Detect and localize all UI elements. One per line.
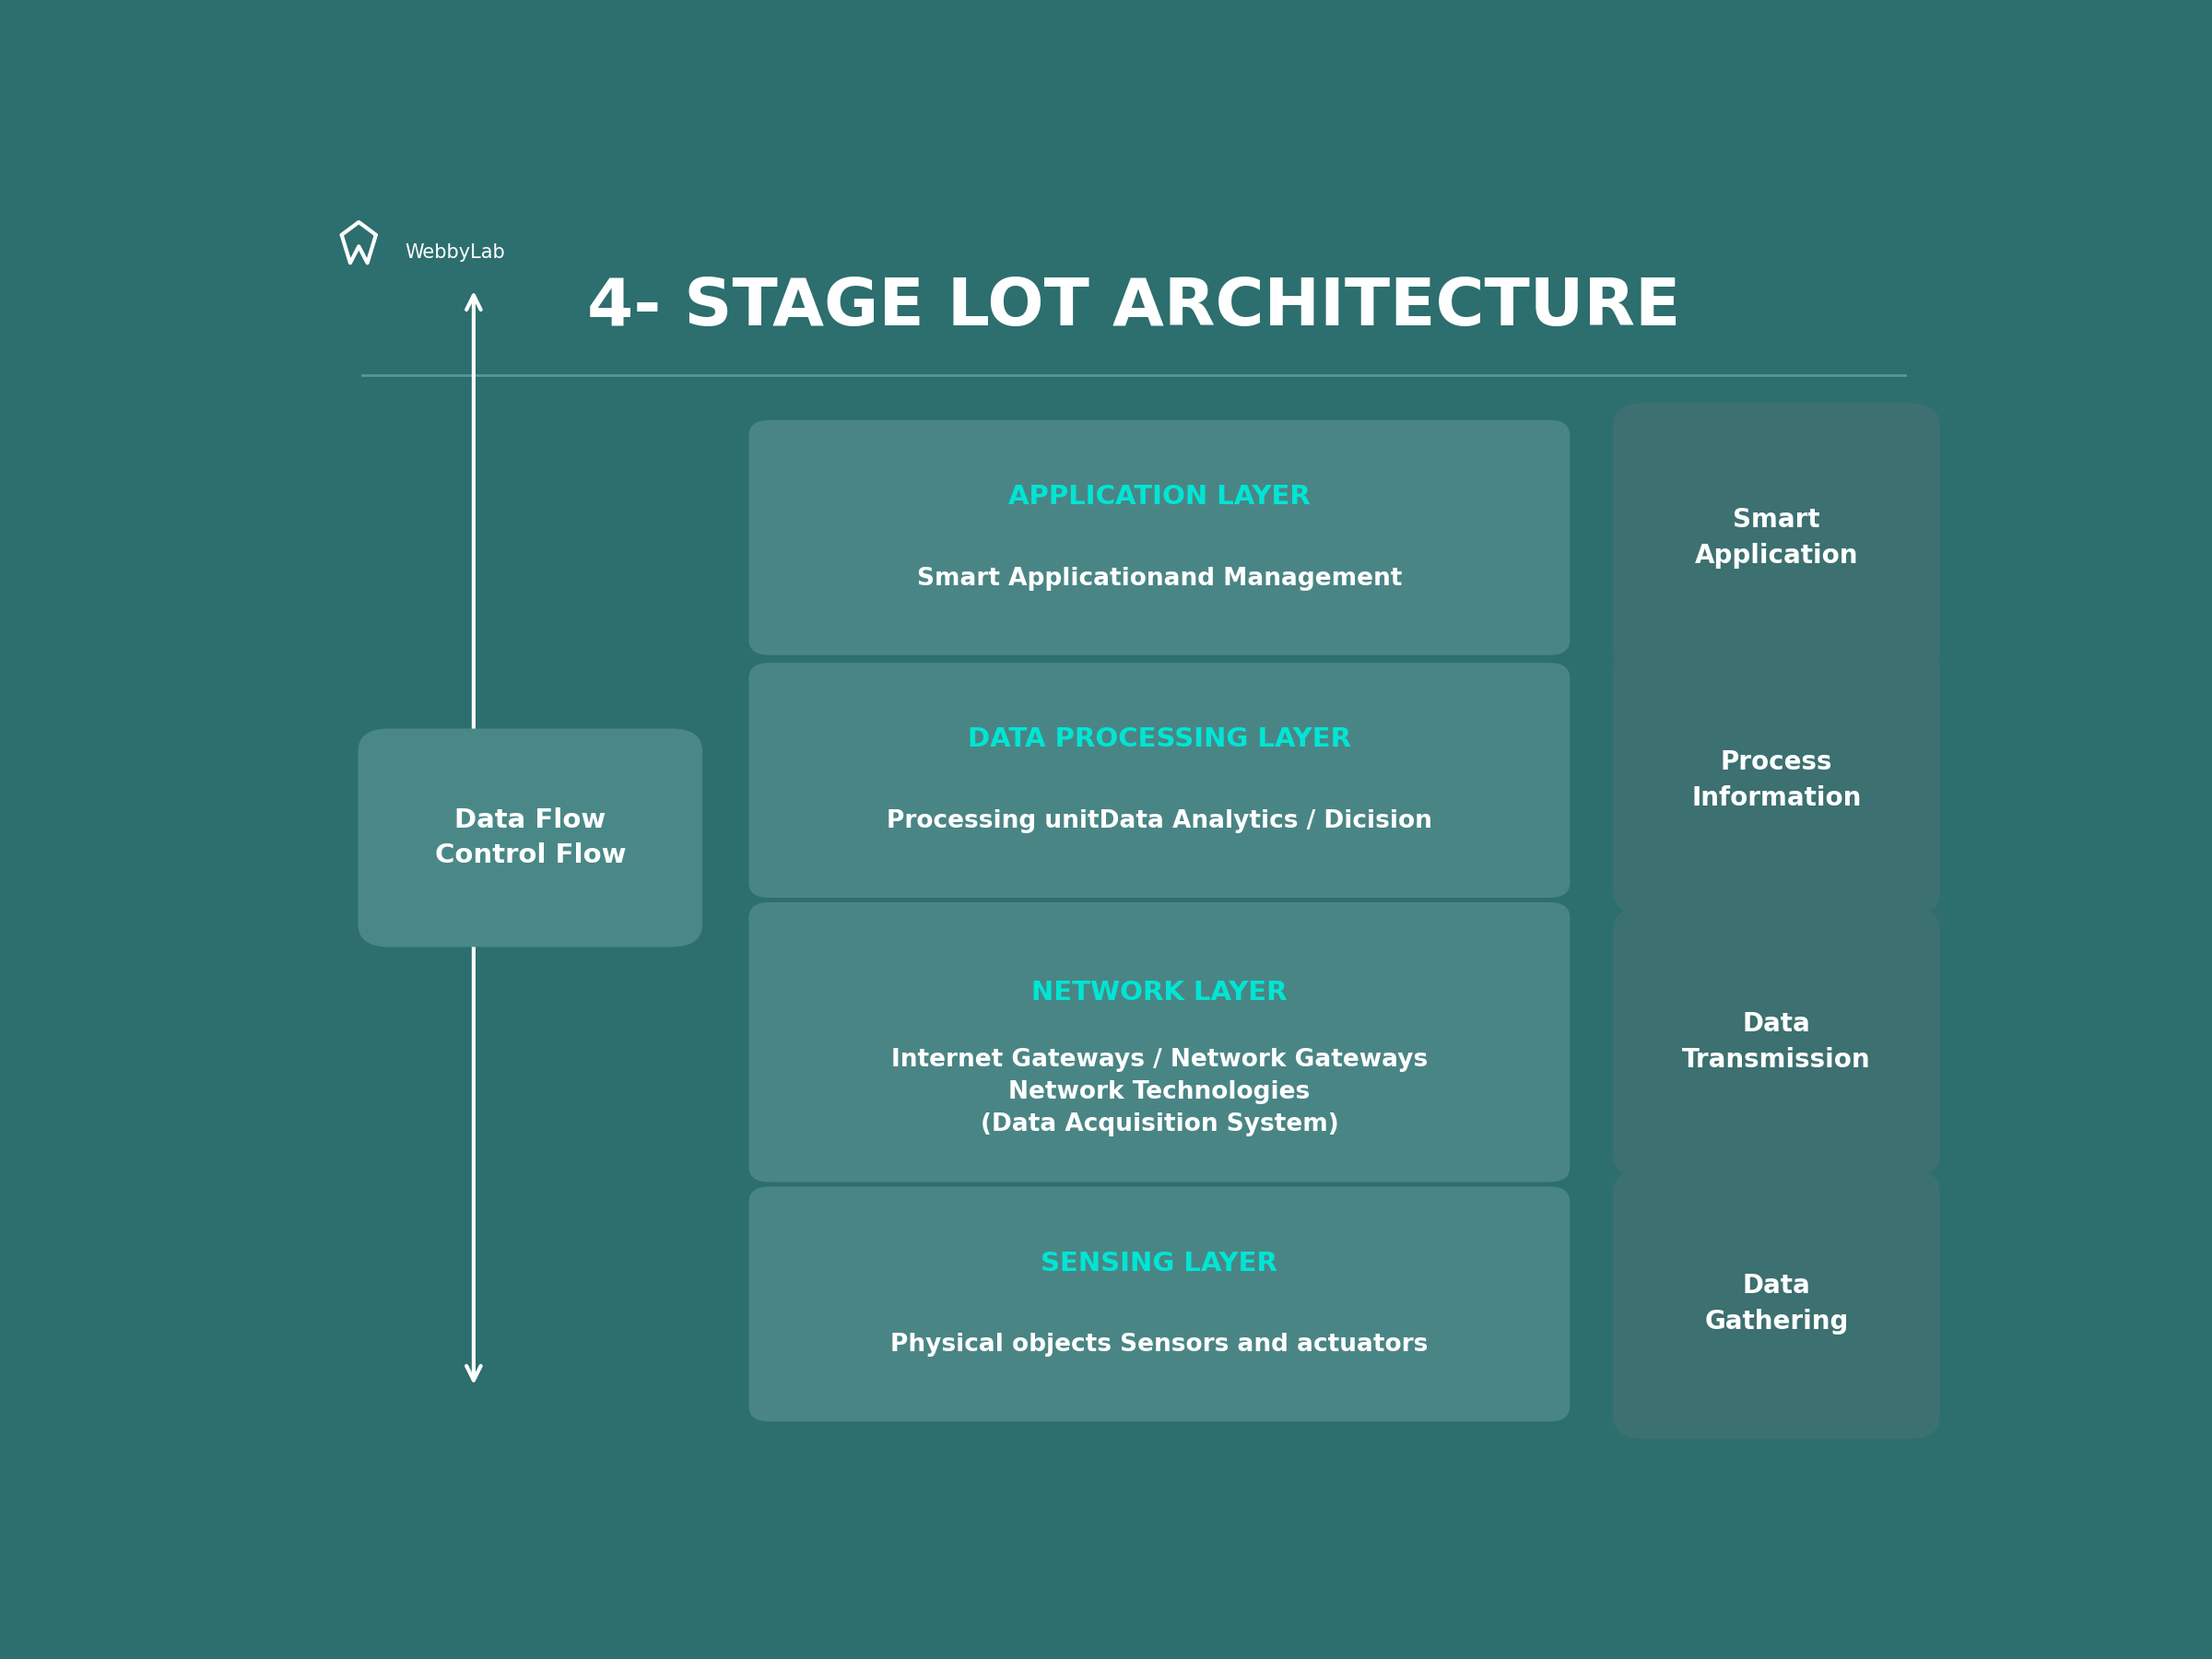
FancyBboxPatch shape: [1613, 907, 1940, 1176]
Text: Data
Gathering: Data Gathering: [1705, 1272, 1849, 1335]
FancyBboxPatch shape: [750, 902, 1571, 1183]
Text: Smart Applicationand Management: Smart Applicationand Management: [916, 566, 1402, 591]
FancyBboxPatch shape: [750, 1186, 1571, 1422]
FancyBboxPatch shape: [1613, 1170, 1940, 1438]
Text: Process
Information: Process Information: [1692, 750, 1863, 811]
Text: Internet Gateways / Network Gateways
Network Technologies
(Data Acquisition Syst: Internet Gateways / Network Gateways Net…: [891, 1048, 1427, 1136]
Text: SENSING LAYER: SENSING LAYER: [1042, 1251, 1279, 1276]
Text: 4- STAGE LOT ARCHITECTURE: 4- STAGE LOT ARCHITECTURE: [586, 275, 1681, 340]
Text: Physical objects Sensors and actuators: Physical objects Sensors and actuators: [891, 1332, 1429, 1357]
Text: Smart
Application: Smart Application: [1694, 506, 1858, 569]
FancyBboxPatch shape: [1613, 403, 1940, 672]
Text: WebbyLab: WebbyLab: [405, 244, 504, 262]
Text: APPLICATION LAYER: APPLICATION LAYER: [1009, 484, 1310, 509]
FancyBboxPatch shape: [358, 728, 703, 947]
Text: Processing unitData Analytics / Dicision: Processing unitData Analytics / Dicision: [887, 810, 1431, 833]
Text: NETWORK LAYER: NETWORK LAYER: [1031, 979, 1287, 1005]
Text: Data Flow
Control Flow: Data Flow Control Flow: [434, 806, 626, 869]
Text: Data
Transmission: Data Transmission: [1681, 1012, 1871, 1073]
FancyBboxPatch shape: [1613, 645, 1940, 916]
FancyBboxPatch shape: [750, 664, 1571, 898]
Text: DATA PROCESSING LAYER: DATA PROCESSING LAYER: [967, 727, 1352, 752]
FancyBboxPatch shape: [750, 420, 1571, 655]
